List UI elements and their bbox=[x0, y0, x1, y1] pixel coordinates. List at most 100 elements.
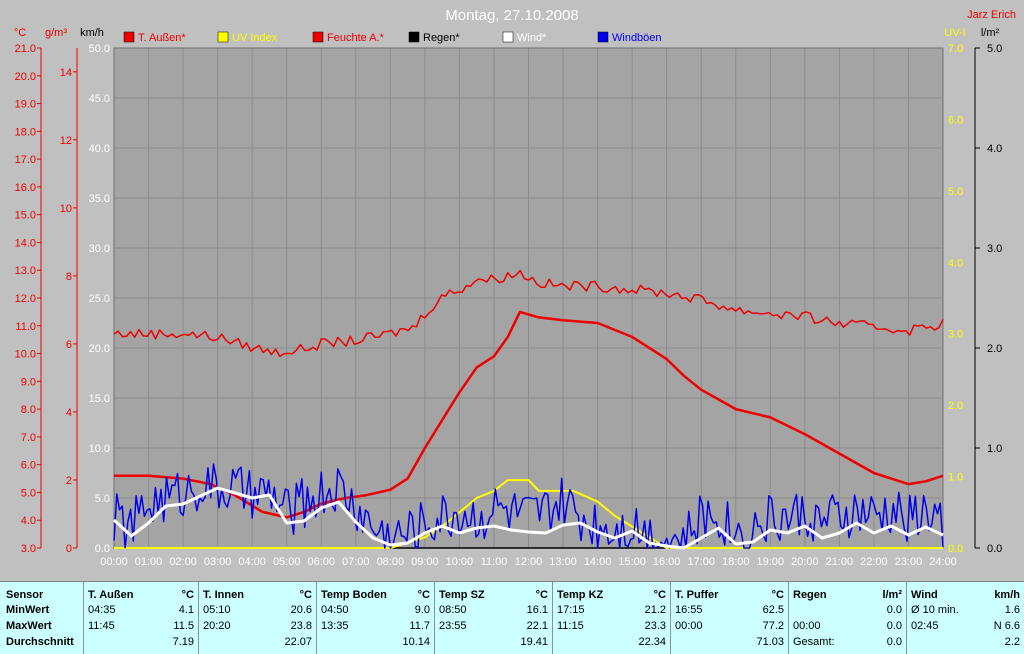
stats-min-time: 08:50 bbox=[439, 604, 467, 616]
stats-column: Temp Boden °C 04:50 9.0 13:35 11.7 10.14 bbox=[317, 582, 435, 654]
stats-unit: °C bbox=[299, 589, 312, 601]
x-tick-label: 01:00 bbox=[135, 556, 163, 568]
wind-tick-label: 0.0 bbox=[95, 543, 110, 555]
wind-tick-label: 50.0 bbox=[89, 43, 110, 55]
stats-avg-value: 10.14 bbox=[402, 636, 430, 648]
temp-tick-label: 17.0 bbox=[15, 154, 36, 166]
stats-max-time: 02:45 bbox=[911, 620, 939, 632]
wind-tick-label: 40.0 bbox=[89, 143, 110, 155]
stats-avg-value: 7.19 bbox=[172, 636, 194, 648]
temp-tick-label: 5.0 bbox=[21, 487, 36, 499]
stats-min-value: 4.1 bbox=[178, 604, 194, 616]
stats-sensor-name: Temp SZ bbox=[439, 589, 485, 601]
legend-label: UV Index bbox=[232, 32, 278, 44]
x-tick-label: 19:00 bbox=[757, 556, 785, 568]
rain-tick-label: 2.0 bbox=[987, 343, 1002, 355]
x-tick-label: 14:00 bbox=[584, 556, 612, 568]
temp-tick-label: 8.0 bbox=[21, 404, 36, 416]
legend-swatch bbox=[408, 31, 420, 43]
x-tick-label: 05:00 bbox=[273, 556, 301, 568]
chart-area: Montag, 27.10.2008 Jarz Erich °C g/m³ km/h 3.… bbox=[14, 7, 1016, 568]
temp-tick-label: 13.0 bbox=[15, 265, 36, 277]
stats-min-value: 1.6 bbox=[1004, 604, 1020, 616]
humidity-tick-label: 4 bbox=[66, 407, 72, 419]
temp-tick-label: 18.0 bbox=[15, 126, 36, 138]
wind-tick-label: 30.0 bbox=[89, 243, 110, 255]
temp-tick-label: 4.0 bbox=[21, 515, 36, 527]
stats-avg-value: 2.2 bbox=[1004, 636, 1020, 648]
stats-column: Wind km/h Ø 10 min. 1.6 02:45 N 6.6 2.2 bbox=[907, 582, 1024, 654]
humidity-tick-label: 14 bbox=[60, 67, 72, 79]
wind-tick-label: 5.0 bbox=[95, 493, 110, 505]
stats-max-value: 22.1 bbox=[526, 620, 548, 632]
x-tick-label: 00:00 bbox=[100, 556, 128, 568]
stats-max-value: 23.8 bbox=[290, 620, 312, 632]
stats-sensor-name: Temp Boden bbox=[321, 589, 387, 601]
uv-axis-unit: UV-I bbox=[944, 27, 965, 39]
stats-unit: °C bbox=[417, 589, 430, 601]
stats-unit: °C bbox=[181, 589, 194, 601]
uv-tick-label: 5.0 bbox=[948, 186, 963, 198]
temp-tick-label: 21.0 bbox=[15, 43, 36, 55]
humidity-axis-unit: g/m³ bbox=[45, 27, 67, 39]
rain-tick-label: 0.0 bbox=[987, 543, 1002, 555]
uv-tick-label: 0.0 bbox=[948, 543, 963, 555]
stats-max-time: 11:45 bbox=[88, 620, 115, 632]
x-tick-label: 21:00 bbox=[826, 556, 854, 568]
stats-unit: km/h bbox=[994, 589, 1020, 601]
legend-label: T. Außen* bbox=[138, 32, 186, 44]
x-tick-label: 13:00 bbox=[549, 556, 577, 568]
x-tick-label: 06:00 bbox=[307, 556, 335, 568]
legend-swatch bbox=[123, 31, 135, 43]
temp-tick-label: 16.0 bbox=[15, 182, 36, 194]
wind-tick-label: 15.0 bbox=[89, 393, 110, 405]
x-tick-label: 17:00 bbox=[687, 556, 715, 568]
stats-avg-value: 0.0 bbox=[886, 636, 902, 648]
author-label: Jarz Erich bbox=[967, 9, 1016, 21]
rain-axis-unit: l/m² bbox=[981, 27, 1000, 39]
legend-swatch bbox=[597, 31, 609, 43]
temp-tick-label: 10.0 bbox=[15, 349, 36, 361]
stats-max-time: 11:15 bbox=[557, 620, 584, 632]
wind-tick-label: 10.0 bbox=[89, 443, 110, 455]
humidity-tick-label: 12 bbox=[60, 135, 72, 147]
stats-max-value: N 6.6 bbox=[993, 620, 1020, 632]
stats-avg-value: 22.07 bbox=[284, 636, 312, 648]
stats-min-time: 17:15 bbox=[557, 604, 585, 616]
stats-sensor-name: Wind bbox=[911, 589, 938, 601]
stats-min-time: 16:55 bbox=[675, 604, 703, 616]
rain-tick-label: 5.0 bbox=[987, 43, 1002, 55]
uv-tick-label: 3.0 bbox=[948, 329, 963, 341]
weather-chart: Montag, 27.10.2008 Jarz Erich °C g/m³ km/h 3.… bbox=[14, 7, 1016, 568]
stats-avg-value: 22.34 bbox=[638, 636, 666, 648]
x-tick-label: 03:00 bbox=[204, 556, 232, 568]
legend-swatch bbox=[217, 31, 229, 43]
stats-column: T. Außen °C 04:35 4.1 11:45 11.5 7.19 bbox=[84, 582, 199, 654]
temp-tick-label: 6.0 bbox=[21, 460, 36, 472]
wind-tick-label: 45.0 bbox=[89, 93, 110, 105]
wind-tick-label: 20.0 bbox=[89, 343, 110, 355]
stats-max-value: 11.7 bbox=[409, 620, 430, 632]
x-tick-label: 08:00 bbox=[377, 556, 405, 568]
x-tick-label: 07:00 bbox=[342, 556, 370, 568]
stats-column: Temp SZ °C 08:50 16.1 23:55 22.1 19.41 bbox=[435, 582, 553, 654]
x-tick-label: 18:00 bbox=[722, 556, 750, 568]
stats-column: Regen l/m² 0.0 00:00 0.0 Gesamt: 0.0 bbox=[789, 582, 907, 654]
stats-label-sensor: Sensor bbox=[6, 589, 44, 601]
temp-tick-label: 19.0 bbox=[15, 99, 36, 111]
stats-min-value: 16.1 bbox=[526, 604, 548, 616]
stats-unit: °C bbox=[771, 589, 784, 601]
stats-min-value: 0.0 bbox=[886, 604, 902, 616]
rain-tick-label: 1.0 bbox=[987, 443, 1002, 455]
stats-min-time: 04:50 bbox=[321, 604, 349, 616]
wind-tick-label: 35.0 bbox=[89, 193, 110, 205]
stats-min-value: 9.0 bbox=[414, 604, 430, 616]
legend-label: Wind* bbox=[517, 32, 547, 44]
stats-label-min: MinWert bbox=[6, 604, 50, 616]
stats-min-time: Ø 10 min. bbox=[911, 604, 959, 616]
stats-max-value: 23.3 bbox=[644, 620, 666, 632]
x-tick-label: 20:00 bbox=[791, 556, 819, 568]
x-tick-label: 04:00 bbox=[238, 556, 266, 568]
stats-max-value: 0.0 bbox=[886, 620, 902, 632]
temp-tick-label: 3.0 bbox=[21, 543, 36, 555]
